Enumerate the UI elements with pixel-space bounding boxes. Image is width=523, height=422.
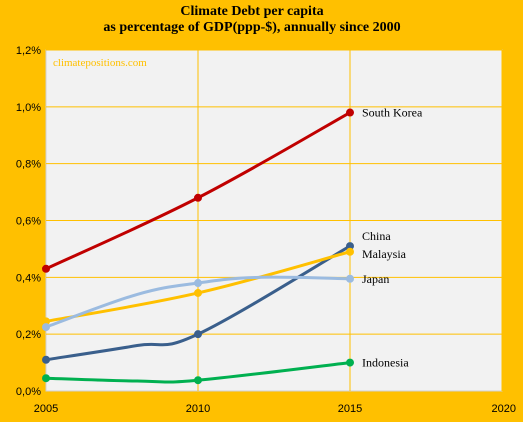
x-tick-label: 2010 <box>186 403 210 415</box>
data-point-indonesia <box>194 376 202 385</box>
y-tick-label: 0,6% <box>16 216 41 228</box>
chart-title: Climate Debt per capita <box>180 4 323 19</box>
series-label-china: China <box>362 229 391 243</box>
y-tick-label: 1,0% <box>16 102 41 114</box>
chart-subtitle: as percentage of GDP(ppp-$), annually si… <box>103 20 400 35</box>
series-labels: South Korea China Malaysia Japan Indonesia <box>362 106 423 370</box>
x-axis-ticks: 2005 2010 2015 2020 <box>34 403 516 415</box>
series-label-japan: Japan <box>362 272 389 286</box>
y-tick-label: 0,0% <box>16 386 41 398</box>
data-point-japan <box>42 323 50 332</box>
series-line-china <box>44 244 352 362</box>
data-point-south-korea <box>346 108 354 117</box>
series-line-indonesia <box>44 361 352 384</box>
data-point-japan <box>346 274 354 283</box>
y-tick-label: 1,2% <box>16 45 41 57</box>
watermark: climatepositions.com <box>53 57 147 69</box>
data-point-south-korea <box>42 264 50 273</box>
x-tick-label: 2005 <box>34 403 58 415</box>
data-point-indonesia <box>42 374 50 383</box>
series-group <box>42 108 354 385</box>
series-label-south-korea: South Korea <box>362 106 423 120</box>
x-tick-label: 2015 <box>338 403 362 415</box>
data-point-malaysia <box>346 247 354 256</box>
data-point-japan <box>194 279 202 288</box>
y-tick-label: 0,8% <box>16 159 41 171</box>
series-label-malaysia: Malaysia <box>362 247 407 261</box>
series-label-indonesia: Indonesia <box>362 356 409 370</box>
data-point-china <box>42 355 50 364</box>
data-point-indonesia <box>346 358 354 367</box>
x-tick-label: 2020 <box>492 403 516 415</box>
data-point-malaysia <box>194 288 202 297</box>
y-tick-label: 0,2% <box>16 329 41 341</box>
data-point-south-korea <box>194 193 202 202</box>
data-point-china <box>194 330 202 339</box>
y-tick-label: 0,4% <box>16 272 41 284</box>
y-axis-ticks: 0,0% 0,2% 0,4% 0,6% 0,8% 1,0% 1,2% <box>16 45 41 398</box>
